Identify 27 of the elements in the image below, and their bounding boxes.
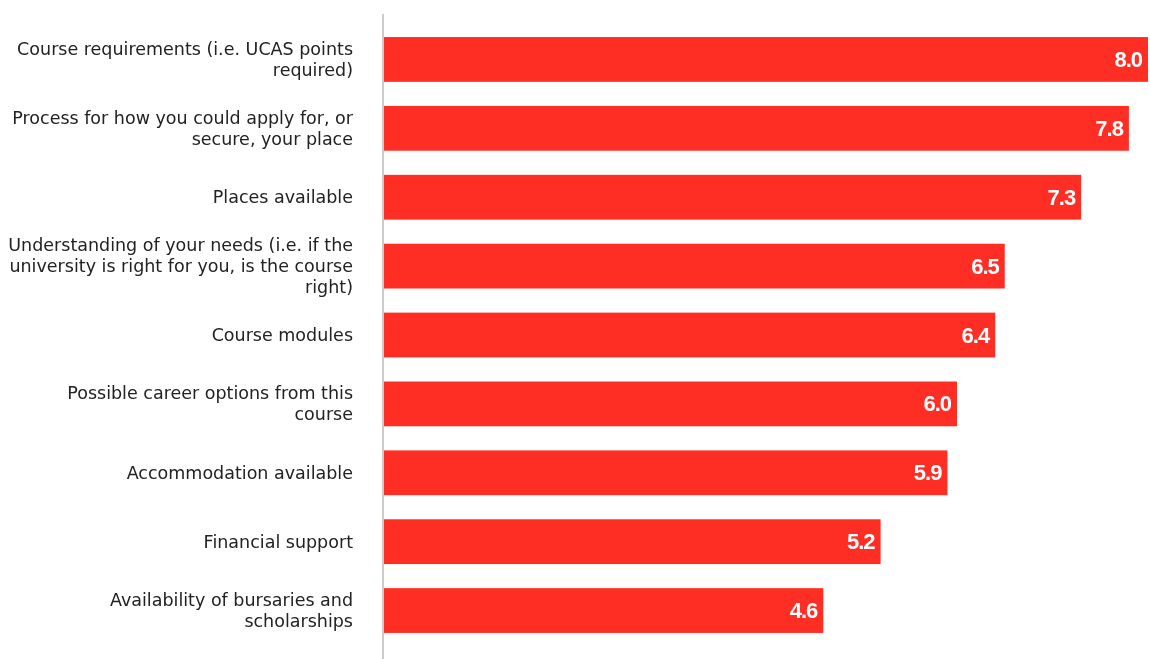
data-label: 5.2	[847, 529, 876, 555]
y-tick-label: Accommodation available	[126, 462, 353, 483]
bar	[384, 105, 1129, 151]
data-label: 6.4	[961, 322, 991, 348]
bar	[384, 519, 881, 565]
data-label: 7.3	[1047, 184, 1076, 210]
data-label: 5.9	[913, 460, 943, 486]
bar	[384, 450, 948, 496]
bar	[384, 588, 824, 633]
bar	[384, 381, 957, 427]
y-tick-label: Understanding of your needs (i.e. if the university is right for you, is the course right)	[8, 235, 353, 298]
y-tick-label: Places available	[212, 187, 353, 208]
y-tick-label: Course modules	[211, 325, 353, 345]
y-tick-label: Possible career options from this course	[67, 383, 353, 425]
data-label: 7.8	[1095, 115, 1124, 141]
data-label: 6.0	[923, 391, 952, 417]
bar	[384, 37, 1148, 82]
y-tick-label: Course requirements (i.e. UCAS points required)	[17, 38, 353, 80]
bar	[384, 174, 1082, 220]
data-label: 6.5	[971, 253, 1000, 279]
y-tick-label: Financial support	[203, 531, 354, 552]
data-label: 8.0	[1114, 46, 1143, 72]
bar	[384, 312, 996, 358]
y-tick-label: Availability of bursaries and scholarships	[109, 590, 353, 632]
bar	[384, 243, 1005, 289]
data-label: 4.6	[789, 598, 819, 624]
y-tick-label: Process for how you could apply for, or secure, your place	[12, 107, 354, 149]
